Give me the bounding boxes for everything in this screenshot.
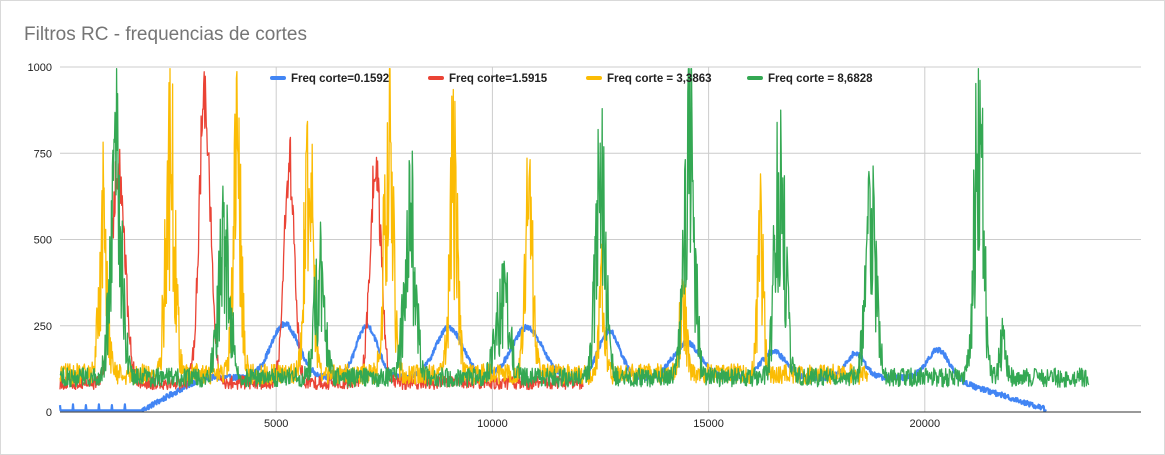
legend-label: Freq corte = 8,6828 [768,73,873,85]
x-tick-label: 5000 [264,418,288,430]
series-line [59,71,584,391]
y-tick-label: 0 [46,407,52,419]
y-tick-label: 1000 [28,62,52,74]
x-tick-label: 10000 [477,418,508,430]
legend: Freq corte=0.1592 Freq corte=1.5915 Freq c… [270,73,873,85]
series-lines [58,68,1090,413]
legend-label: Freq corte=0.1592 [291,73,389,85]
y-tick-label: 250 [34,321,52,333]
chart-title: Filtros RC - frequencias de cortes [24,24,307,45]
y-axis-ticks: 0 250 500 750 1000 [28,62,52,419]
legend-label: Freq corte = 3,3863 [607,73,712,85]
legend-label: Freq corte=1.5915 [449,73,548,85]
y-tick-label: 500 [34,235,52,247]
x-tick-label: 15000 [693,418,724,430]
x-tick-label: 20000 [910,418,941,430]
series-line [59,68,1090,388]
y-tick-label: 750 [34,148,52,160]
x-axis-ticks: 5000 10000 15000 20000 [264,418,940,430]
series-line [59,68,869,386]
